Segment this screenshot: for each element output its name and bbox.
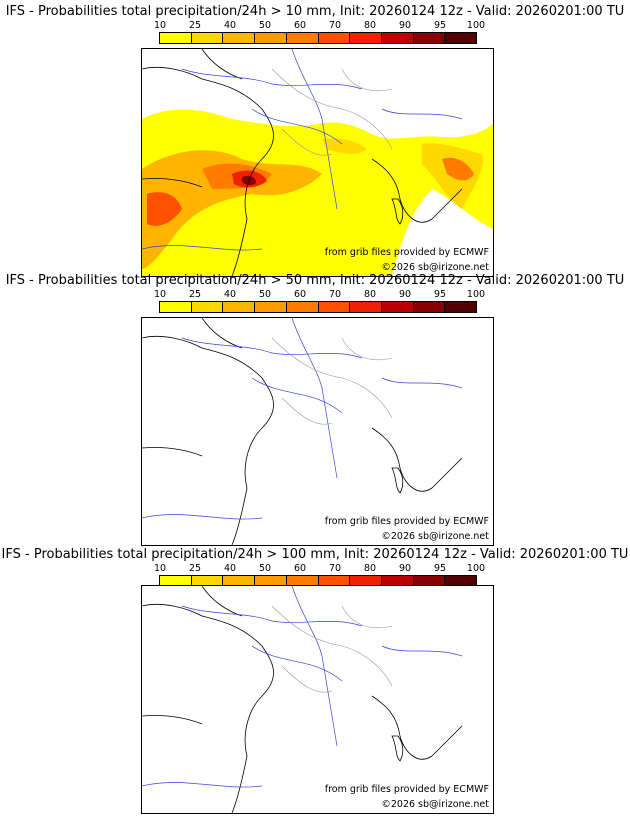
rivers — [142, 586, 463, 788]
colorbar-swatch — [223, 33, 256, 43]
colorbar-label: 90 — [398, 20, 412, 31]
colorbar-label: 25 — [188, 563, 202, 574]
colorbar-label: 60 — [293, 20, 307, 31]
rivers — [142, 318, 463, 520]
colorbar-label: 80 — [363, 289, 377, 300]
panel-50mm: IFS - Probabilities total precipitation/… — [0, 273, 630, 546]
colorbar-label: 100 — [466, 289, 486, 300]
colorbar-label: 100 — [466, 20, 486, 31]
borders — [271, 605, 393, 693]
colorbar-swatch — [318, 576, 351, 586]
colorbar-swatch — [381, 576, 414, 586]
colorbar-label: 70 — [328, 20, 342, 31]
colorbar-label: 90 — [398, 289, 412, 300]
colorbar-label: 10 — [153, 563, 167, 574]
colorbar-label: 95 — [433, 20, 447, 31]
colorbar-swatch — [191, 302, 224, 312]
panel-title: IFS - Probabilities total precipitation/… — [1, 547, 629, 562]
colorbar-label: 40 — [223, 20, 237, 31]
colorbar-label: 50 — [258, 289, 272, 300]
colorbar-swatch — [445, 576, 477, 586]
colorbar-swatch — [318, 302, 351, 312]
colorbar-swatch — [160, 576, 192, 586]
colorbar-labels: 10 25 40 50 60 70 80 90 95 100 — [154, 20, 485, 32]
panel-title: IFS - Probabilities total precipitation/… — [5, 4, 625, 19]
colorbar-labels: 10 25 40 50 60 70 80 90 95 100 — [154, 563, 485, 575]
coastlines — [142, 318, 463, 545]
colorbar-swatch — [160, 33, 192, 43]
colorbar-label: 10 — [153, 20, 167, 31]
map-svg — [142, 318, 463, 545]
colorbar-swatch — [223, 302, 256, 312]
colorbar-label: 70 — [328, 289, 342, 300]
colorbar-swatch — [413, 576, 446, 586]
credit-text: from grib files provided by ECMWF — [324, 247, 489, 258]
colorbar — [159, 575, 477, 587]
colorbar-swatch — [381, 302, 414, 312]
colorbar-label: 60 — [293, 289, 307, 300]
colorbar-swatch — [191, 576, 224, 586]
colorbar-label: 70 — [328, 563, 342, 574]
colorbar — [159, 301, 477, 313]
colorbar-label: 90 — [398, 563, 412, 574]
credit-text: from grib files provided by ECMWF — [324, 784, 489, 795]
colorbar-label: 10 — [153, 289, 167, 300]
colorbar-swatch — [350, 576, 382, 586]
colorbar-swatch — [350, 33, 382, 43]
map-svg — [142, 586, 463, 813]
borders — [271, 337, 393, 425]
colorbar-swatch — [381, 33, 414, 43]
copyright-text: ©2026 sb@irizone.net — [381, 531, 489, 542]
colorbar-swatch — [223, 576, 256, 586]
colorbar-swatch — [413, 33, 446, 43]
colorbar-swatch — [413, 302, 446, 312]
colorbar-label: 25 — [188, 20, 202, 31]
colorbar-swatch — [255, 302, 287, 312]
colorbar-label: 50 — [258, 563, 272, 574]
borders — [271, 68, 393, 156]
map-svg — [142, 49, 493, 276]
colorbar-labels: 10 25 40 50 60 70 80 90 95 100 — [154, 289, 485, 301]
colorbar-swatch — [286, 302, 319, 312]
map-area: from grib files provided by ECMWF ©2026 … — [141, 317, 494, 546]
map-area: from grib files provided by ECMWF ©2026 … — [141, 585, 494, 814]
coastlines — [142, 586, 463, 813]
colorbar — [159, 32, 477, 44]
colorbar-swatch — [286, 576, 319, 586]
colorbar-label: 95 — [433, 563, 447, 574]
colorbar-swatch — [445, 33, 477, 43]
colorbar-label: 60 — [293, 563, 307, 574]
precip-field — [142, 109, 493, 276]
rivers — [142, 49, 463, 251]
colorbar-swatch — [350, 302, 382, 312]
colorbar-label: 40 — [223, 563, 237, 574]
colorbar-label: 100 — [466, 563, 486, 574]
colorbar-swatch — [191, 33, 224, 43]
colorbar-swatch — [318, 33, 351, 43]
colorbar-swatch — [255, 33, 287, 43]
colorbar-label: 40 — [223, 289, 237, 300]
copyright-text: ©2026 sb@irizone.net — [381, 799, 489, 810]
colorbar-label: 80 — [363, 563, 377, 574]
colorbar-swatch — [445, 302, 477, 312]
copyright-text: ©2026 sb@irizone.net — [381, 262, 489, 273]
colorbar-swatch — [286, 33, 319, 43]
panel-title: IFS - Probabilities total precipitation/… — [5, 273, 625, 288]
colorbar-label: 95 — [433, 289, 447, 300]
map-area: from grib files provided by ECMWF ©2026 … — [141, 48, 494, 277]
colorbar-swatch — [255, 576, 287, 586]
credit-text: from grib files provided by ECMWF — [324, 516, 489, 527]
colorbar-label: 50 — [258, 20, 272, 31]
panel-10mm: IFS - Probabilities total precipitation/… — [0, 4, 630, 277]
colorbar-swatch — [160, 302, 192, 312]
panel-100mm: IFS - Probabilities total precipitation/… — [0, 547, 630, 819]
colorbar-label: 80 — [363, 20, 377, 31]
colorbar-label: 25 — [188, 289, 202, 300]
